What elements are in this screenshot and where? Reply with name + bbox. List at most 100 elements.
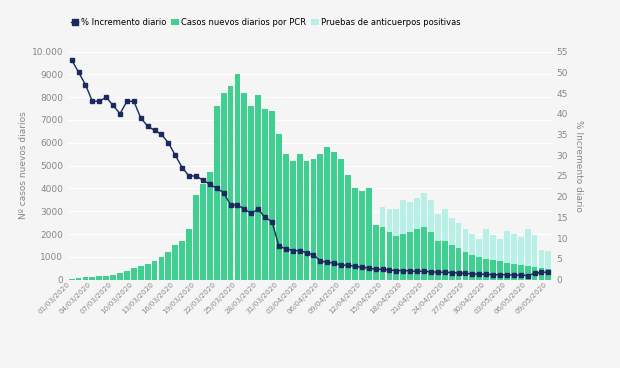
Bar: [317, 154, 323, 280]
Bar: [317, 154, 323, 280]
Bar: [366, 188, 371, 280]
Bar: [511, 234, 516, 280]
Bar: [82, 277, 89, 280]
Bar: [373, 225, 379, 280]
Bar: [276, 134, 282, 280]
Bar: [442, 241, 448, 280]
Bar: [104, 276, 109, 280]
Bar: [234, 74, 241, 280]
Bar: [186, 230, 192, 280]
Bar: [359, 191, 365, 280]
Bar: [193, 195, 199, 280]
Bar: [518, 237, 524, 280]
Bar: [504, 231, 510, 280]
Bar: [449, 245, 454, 280]
Bar: [221, 93, 226, 280]
Bar: [262, 109, 268, 280]
Bar: [255, 95, 261, 280]
Bar: [249, 106, 254, 280]
Bar: [221, 93, 226, 280]
Bar: [311, 159, 316, 280]
Bar: [546, 269, 551, 280]
Bar: [352, 188, 358, 280]
Bar: [172, 245, 178, 280]
Bar: [241, 93, 247, 280]
Bar: [531, 267, 538, 280]
Bar: [269, 111, 275, 280]
Bar: [110, 275, 116, 280]
Bar: [456, 223, 461, 280]
Bar: [144, 264, 151, 280]
Bar: [401, 200, 406, 280]
Bar: [463, 252, 468, 280]
Bar: [234, 74, 241, 280]
Bar: [124, 270, 130, 280]
Bar: [166, 252, 171, 280]
Bar: [117, 273, 123, 280]
Bar: [476, 238, 482, 280]
Bar: [345, 175, 351, 280]
Bar: [69, 279, 74, 280]
Bar: [241, 93, 247, 280]
Bar: [435, 213, 441, 280]
Bar: [338, 159, 344, 280]
Bar: [338, 159, 344, 280]
Bar: [276, 134, 282, 280]
Bar: [394, 236, 399, 280]
Bar: [407, 202, 413, 280]
Bar: [421, 193, 427, 280]
Bar: [89, 277, 95, 280]
Bar: [490, 260, 496, 280]
Bar: [539, 250, 544, 280]
Legend: % Incremento diario, Casos nuevos diarios por PCR, Pruebas de anticuerpos positi: % Incremento diario, Casos nuevos diario…: [68, 15, 464, 30]
Bar: [386, 209, 392, 280]
Bar: [483, 259, 489, 280]
Bar: [428, 232, 434, 280]
Bar: [504, 263, 510, 280]
Bar: [228, 86, 234, 280]
Y-axis label: % Incremento diario: % Incremento diario: [574, 120, 583, 212]
Bar: [172, 245, 178, 280]
Bar: [490, 235, 496, 280]
Bar: [69, 279, 74, 280]
Bar: [324, 147, 330, 280]
Bar: [331, 152, 337, 280]
Bar: [539, 268, 544, 280]
Bar: [255, 95, 261, 280]
Bar: [379, 227, 386, 280]
Bar: [463, 230, 468, 280]
Bar: [214, 106, 219, 280]
Bar: [469, 234, 476, 280]
Bar: [138, 266, 144, 280]
Bar: [386, 232, 392, 280]
Bar: [249, 106, 254, 280]
Bar: [283, 154, 289, 280]
Bar: [131, 268, 137, 280]
Bar: [497, 238, 503, 280]
Bar: [297, 154, 303, 280]
Bar: [449, 218, 454, 280]
Bar: [193, 195, 199, 280]
Bar: [483, 230, 489, 280]
Bar: [525, 266, 531, 280]
Bar: [207, 173, 213, 280]
Bar: [283, 154, 289, 280]
Bar: [311, 159, 316, 280]
Bar: [179, 241, 185, 280]
Bar: [96, 276, 102, 280]
Bar: [186, 230, 192, 280]
Bar: [200, 184, 206, 280]
Bar: [290, 161, 296, 280]
Bar: [304, 161, 309, 280]
Bar: [324, 147, 330, 280]
Bar: [269, 111, 275, 280]
Bar: [159, 257, 164, 280]
Bar: [152, 261, 157, 280]
Bar: [89, 277, 95, 280]
Bar: [352, 188, 358, 280]
Bar: [525, 230, 531, 280]
Bar: [421, 227, 427, 280]
Bar: [96, 276, 102, 280]
Bar: [104, 276, 109, 280]
Bar: [379, 207, 386, 280]
